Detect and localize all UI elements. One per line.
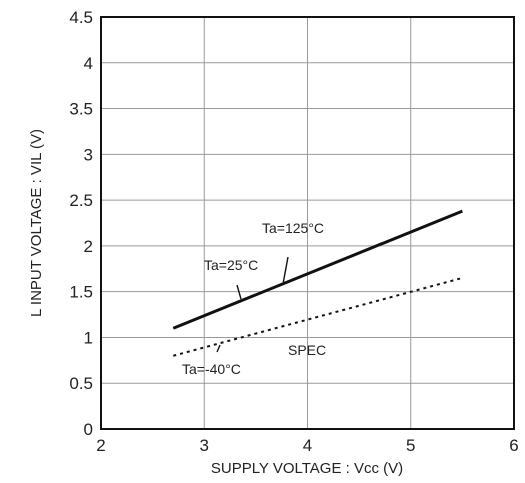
x-axis-title: SUPPLY VOLTAGE : Vcc (V): [211, 460, 403, 477]
annotation-leader: [216, 344, 221, 353]
y-tick-label: 3.5: [69, 100, 93, 119]
plot-frame: [100, 16, 515, 430]
y-tick-label: 1: [84, 328, 93, 347]
y-tick-label: 0: [84, 420, 93, 439]
x-tick-labels: 2 3 4 5 6: [96, 436, 518, 455]
x-tick-label: 5: [406, 436, 415, 455]
y-tick-label: 4: [84, 54, 93, 73]
y-tick-label: 2.5: [69, 191, 93, 210]
series-lines: [172, 209, 463, 357]
measured-line: [172, 209, 463, 330]
annotation-leader: [282, 256, 289, 285]
x-tick-label: 2: [96, 436, 105, 455]
x-tick-label: 4: [303, 436, 312, 455]
spec-line: [173, 276, 463, 357]
x-tick-label: 3: [200, 436, 209, 455]
x-tick-label: 6: [509, 436, 518, 455]
annotation-spec: SPEC: [288, 342, 326, 358]
y-tick-label: 3: [84, 145, 93, 164]
annotations: Ta=125°C Ta=25°C Ta=-40°C SPEC: [182, 220, 326, 377]
grid: [101, 17, 514, 429]
annotation-ta-25: Ta=25°C: [204, 257, 258, 273]
y-tick-labels: 0 0.5 1 1.5 2 2.5 3 3.5 4 4.5: [69, 8, 93, 439]
annotation-ta-minus40: Ta=-40°C: [182, 361, 241, 377]
annotation-ta-125: Ta=125°C: [262, 220, 324, 236]
y-tick-label: 4.5: [69, 8, 93, 27]
y-tick-label: 0.5: [69, 374, 93, 393]
y-tick-label: 1.5: [69, 283, 93, 302]
y-axis-title: L INPUT VOLTAGE : VIL (V): [28, 129, 45, 317]
y-tick-label: 2: [84, 237, 93, 256]
annotation-leader: [236, 284, 242, 300]
